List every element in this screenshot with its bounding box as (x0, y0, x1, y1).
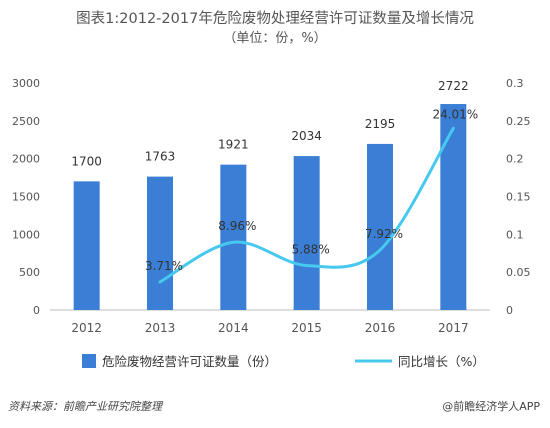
bar (73, 181, 100, 310)
bar (293, 156, 320, 310)
bar-value-label: 2722 (438, 79, 469, 93)
x-tick-label: 2015 (291, 321, 322, 335)
y-left-tick-label: 2000 (12, 153, 40, 166)
y-right-tick-label: 0.3 (506, 77, 524, 90)
line-value-label: 3.71% (145, 259, 183, 273)
y-right-tick-label: 0.15 (506, 191, 531, 204)
line-value-label: 24.01% (432, 107, 478, 121)
source-note: 资料来源：前瞻产业研究院整理 (8, 400, 162, 413)
line-value-label: 7.92% (365, 227, 403, 241)
x-tick-label: 2016 (365, 321, 396, 335)
bar-value-label: 2195 (365, 117, 396, 131)
y-left-tick-label: 3000 (12, 77, 40, 90)
bar (147, 176, 173, 310)
brand-label: @前瞻经济学人APP (442, 400, 540, 413)
chart-subtitle: （单位：份，%） (223, 31, 327, 46)
x-tick-label: 2013 (145, 321, 176, 335)
chart-title: 图表1:2012-2017年危险废物处理经营许可证数量及增长情况 (76, 11, 474, 27)
y-right-tick-label: 0.2 (506, 153, 524, 166)
legend-bar-swatch (82, 354, 96, 368)
bar-value-label: 1921 (218, 138, 249, 152)
bar-value-label: 1700 (71, 154, 102, 168)
y-left-tick-label: 2500 (12, 115, 40, 128)
bar-value-label: 2034 (291, 129, 322, 143)
y-left-tick-label: 1000 (12, 228, 40, 241)
x-tick-label: 2012 (71, 321, 102, 335)
y-left-tick-label: 0 (33, 304, 40, 317)
growth-line (158, 126, 455, 284)
x-tick-label: 2014 (218, 321, 249, 335)
y-right-tick-label: 0.1 (506, 228, 524, 241)
bar (367, 143, 393, 310)
y-right-tick-label: 0.05 (506, 266, 531, 279)
y-right-tick-label: 0 (506, 304, 513, 317)
legend-line-label: 同比增长（%） (398, 354, 485, 369)
legend-bar-label: 危险废物经营许可证数量（份） (102, 354, 277, 369)
x-tick-label: 2017 (438, 321, 469, 335)
y-right-tick-label: 0.25 (506, 115, 531, 128)
y-left-tick-label: 500 (19, 266, 40, 279)
line-value-label: 8.96% (218, 219, 256, 233)
line-value-label: 5.88% (292, 243, 330, 257)
bar (440, 104, 467, 310)
y-left-tick-label: 1500 (12, 191, 40, 204)
bar-value-label: 1763 (145, 150, 176, 164)
bar (220, 164, 247, 310)
